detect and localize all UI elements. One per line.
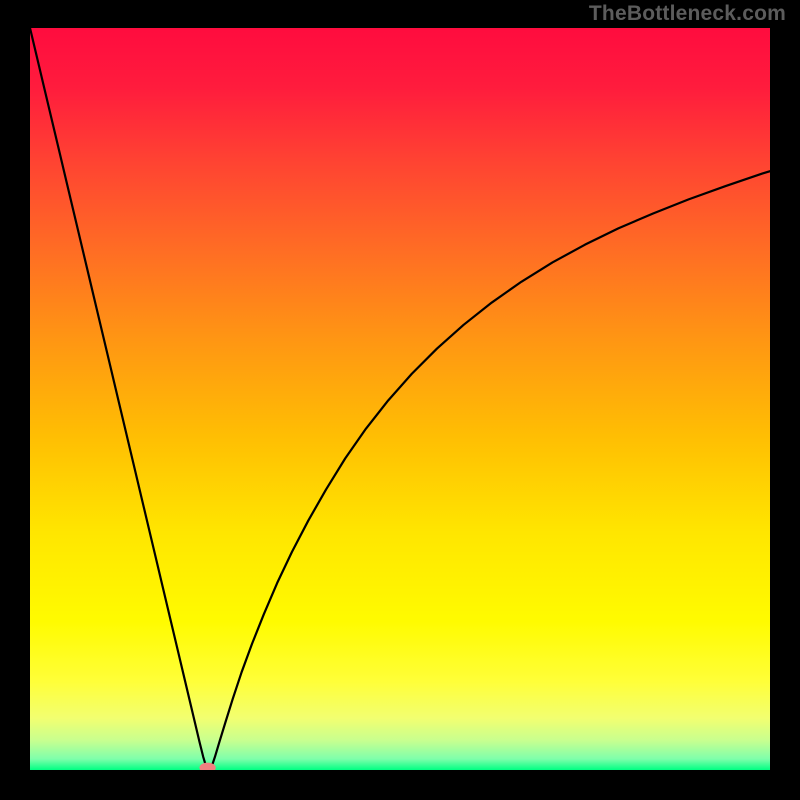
- plot-background: [30, 28, 770, 770]
- watermark-text: TheBottleneck.com: [589, 2, 786, 26]
- plot-area: [30, 28, 770, 770]
- chart-container: TheBottleneck.com: [0, 0, 800, 800]
- plot-svg: [30, 28, 770, 770]
